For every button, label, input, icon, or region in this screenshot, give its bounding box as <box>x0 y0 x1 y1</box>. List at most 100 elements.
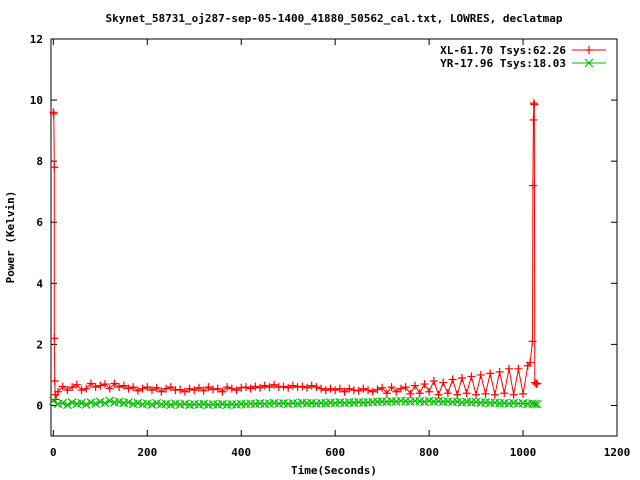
data-point <box>50 334 59 343</box>
y-tick-label: 0 <box>36 399 43 412</box>
x-tick-label: 800 <box>419 446 439 459</box>
y-axis-label: Power (Kelvin) <box>4 191 17 284</box>
data-point <box>72 380 81 389</box>
data-point <box>58 398 68 408</box>
data-point <box>453 390 462 399</box>
data-point <box>50 377 59 386</box>
data-point <box>204 383 213 392</box>
data-point <box>448 375 457 384</box>
data-point <box>232 386 241 395</box>
data-point <box>284 383 293 392</box>
data-point <box>528 181 537 190</box>
data-point <box>147 386 156 395</box>
data-point <box>387 383 396 392</box>
data-point <box>335 384 344 393</box>
data-point <box>415 389 424 398</box>
data-point <box>368 387 377 396</box>
data-point <box>115 383 124 392</box>
y-tick-label: 10 <box>30 94 43 107</box>
data-point <box>138 384 147 393</box>
data-point <box>378 383 387 392</box>
data-point <box>467 372 476 381</box>
data-point <box>392 387 401 396</box>
data-point <box>199 386 208 395</box>
data-point <box>462 389 471 398</box>
data-point <box>472 390 481 399</box>
data-point <box>425 387 434 396</box>
data-point <box>63 386 72 395</box>
x-tick-label: 1000 <box>510 446 537 459</box>
series-yr <box>48 396 542 410</box>
data-point <box>439 378 448 387</box>
data-point <box>91 399 101 409</box>
data-point <box>166 383 175 392</box>
chart-title: Skynet_58731_oj287-sep-05-1400_41880_505… <box>106 12 563 25</box>
data-point <box>101 380 110 389</box>
data-point <box>218 387 227 396</box>
data-point <box>105 396 115 406</box>
data-point <box>157 387 166 396</box>
data-point <box>63 400 72 410</box>
data-point <box>514 364 523 373</box>
data-point <box>246 384 255 393</box>
data-point <box>345 384 354 393</box>
y-tick-label: 4 <box>36 277 43 290</box>
legend-label: XL-61.70 Tsys:62.26 <box>440 44 566 57</box>
x-tick-label: 600 <box>325 446 345 459</box>
data-point <box>532 399 542 409</box>
data-point <box>185 384 194 393</box>
data-point <box>49 109 58 118</box>
data-point <box>382 389 391 398</box>
legend-marker <box>585 46 593 54</box>
data-point <box>373 385 382 394</box>
data-point <box>331 386 340 395</box>
data-point <box>260 381 269 390</box>
data-point <box>495 367 504 376</box>
data-point <box>490 390 499 399</box>
data-point <box>500 389 509 398</box>
data-point <box>270 380 279 389</box>
data-point <box>321 386 330 395</box>
data-point <box>209 385 218 394</box>
data-point <box>530 100 539 109</box>
data-point <box>223 383 232 392</box>
data-point <box>509 390 518 399</box>
data-point <box>420 380 429 389</box>
data-point <box>162 384 171 393</box>
data-point <box>307 381 316 390</box>
data-point <box>279 382 288 391</box>
data-point <box>227 384 236 393</box>
x-tick-label: 400 <box>231 446 251 459</box>
y-tick-label: 12 <box>30 33 43 46</box>
data-point <box>133 386 142 395</box>
data-point <box>429 377 438 386</box>
data-point <box>293 383 302 392</box>
data-point <box>105 384 114 393</box>
data-point <box>396 384 405 393</box>
data-point <box>288 381 297 390</box>
series-layer <box>48 99 542 410</box>
data-point <box>152 383 161 392</box>
series-line <box>52 102 538 400</box>
data-point <box>457 373 466 382</box>
data-point <box>274 383 283 392</box>
data-point <box>171 386 180 395</box>
data-point <box>349 386 358 395</box>
data-point <box>298 382 307 391</box>
data-point <box>504 364 513 373</box>
data-point <box>91 383 100 392</box>
data-point <box>81 400 91 409</box>
data-point <box>68 383 77 392</box>
data-point <box>96 381 105 390</box>
x-tick-label: 200 <box>137 446 157 459</box>
data-point <box>110 379 119 388</box>
data-point <box>82 384 91 393</box>
data-point <box>124 384 133 393</box>
x-tick-label: 1200 <box>604 446 631 459</box>
data-point <box>312 383 321 392</box>
data-point <box>443 389 452 398</box>
y-tick-label: 2 <box>36 338 43 351</box>
data-point <box>519 389 528 398</box>
series-xl <box>49 99 542 404</box>
